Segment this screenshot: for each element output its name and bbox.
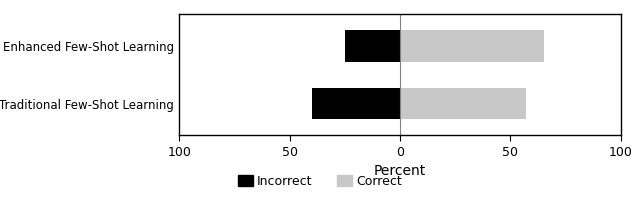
Legend: Incorrect, Correct: Incorrect, Correct — [233, 170, 407, 193]
Bar — [400, 30, 543, 62]
Bar — [312, 88, 400, 119]
Bar — [345, 30, 400, 62]
X-axis label: Percent: Percent — [374, 164, 426, 178]
Bar — [400, 88, 526, 119]
